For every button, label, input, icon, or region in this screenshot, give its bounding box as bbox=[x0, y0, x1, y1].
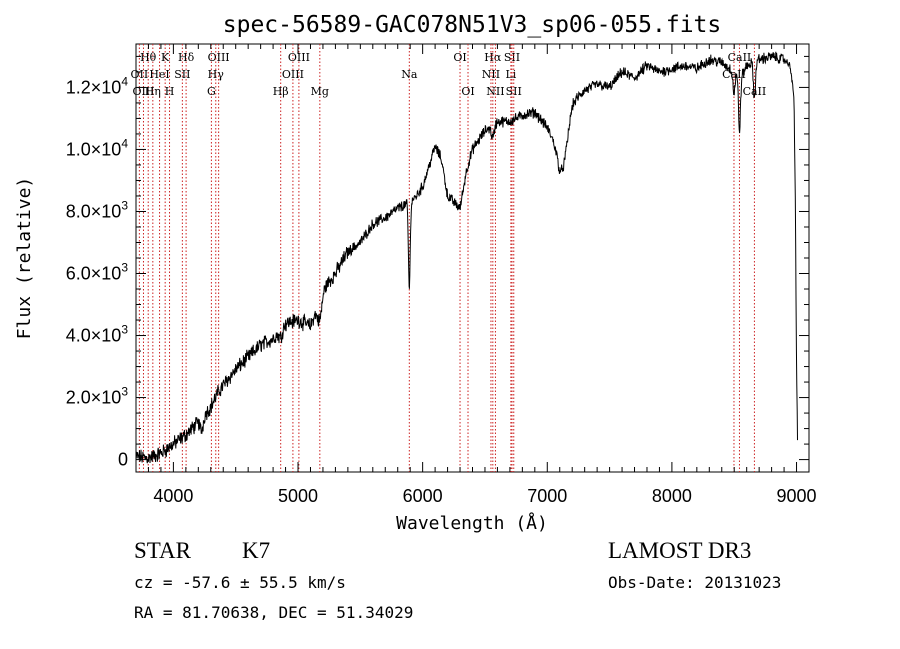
line-marker-label: CaII bbox=[722, 68, 746, 81]
x-axis-ticks: 4000 5000 6000 7000 8000 9000 bbox=[147, 44, 817, 506]
spectrum-line bbox=[135, 51, 798, 464]
line-marker-label: OIII bbox=[132, 85, 154, 98]
x-tick-label: 7000 bbox=[527, 486, 567, 506]
x-tick-label: 5000 bbox=[278, 486, 318, 506]
y-tick-label: 0 bbox=[118, 450, 128, 470]
object-type: STAR bbox=[134, 538, 191, 563]
line-marker-label: G bbox=[207, 85, 216, 98]
line-marker-label: Na bbox=[401, 68, 418, 81]
y-tick-label: 4.0×103 bbox=[66, 323, 129, 346]
line-marker-label: Hη bbox=[145, 85, 161, 98]
line-marker-label: OIII bbox=[282, 68, 304, 81]
line-marker-label: H bbox=[165, 85, 175, 98]
line-marker-label: SII bbox=[504, 51, 520, 64]
x-tick-label: 8000 bbox=[652, 486, 692, 506]
line-marker-label: OII bbox=[131, 68, 149, 81]
plot-frame bbox=[135, 43, 810, 473]
line-marker-label: Hβ bbox=[273, 85, 289, 98]
y-tick-label: 2.0×103 bbox=[66, 385, 129, 408]
line-marker-label: NII bbox=[486, 85, 504, 98]
x-tick-label: 4000 bbox=[153, 486, 193, 506]
y-tick-label: 8.0×103 bbox=[66, 198, 129, 221]
line-marker-label: Hα bbox=[484, 51, 502, 64]
line-markers: Hθ OII OIII K HeI Hη SII H Hδ OIII Hγ G Hβ OIII OIII Mg… bbox=[131, 44, 767, 472]
line-marker-label: OI bbox=[453, 51, 466, 64]
redshift-text: cz = -57.6 ± 55.5 km/s bbox=[134, 573, 346, 592]
spectrum-series bbox=[135, 51, 798, 464]
line-marker-label: CaII bbox=[743, 85, 767, 98]
y-axis-label: Flux (relative) bbox=[14, 177, 35, 340]
line-marker-label: CaII bbox=[728, 51, 752, 64]
line-marker-label: Hδ bbox=[178, 51, 195, 64]
line-marker-label: Hγ bbox=[208, 68, 225, 81]
line-marker-label: Li bbox=[505, 68, 516, 81]
y-tick-label: 1.0×104 bbox=[66, 136, 129, 159]
line-marker-label: NII bbox=[482, 68, 500, 81]
line-marker-label: OIII bbox=[288, 51, 310, 64]
line-marker-label: K bbox=[161, 51, 170, 64]
x-axis-label: Wavelength (Å) bbox=[396, 512, 548, 534]
obs-date-text: Obs-Date: 20131023 bbox=[608, 573, 782, 592]
line-marker-label: SII bbox=[174, 68, 190, 81]
x-tick-label: 9000 bbox=[777, 486, 817, 506]
line-marker-label: HeI bbox=[149, 68, 169, 81]
y-tick-label: 6.0×103 bbox=[66, 261, 129, 284]
coordinates-text: RA = 81.70638, DEC = 51.34029 bbox=[134, 603, 414, 622]
line-marker-label: SII bbox=[506, 85, 522, 98]
line-marker-label: OI bbox=[461, 85, 474, 98]
object-subclass: K7 bbox=[242, 538, 271, 563]
line-marker-label: OIII bbox=[208, 51, 230, 64]
chart-title: spec-56589-GAC078N51V3_sp06-055.fits bbox=[223, 12, 722, 38]
line-marker-label: Mg bbox=[311, 85, 329, 98]
survey-name: LAMOST DR3 bbox=[608, 538, 752, 563]
spectrum-chart: spec-56589-GAC078N51V3_sp06-055.fits Hθ O… bbox=[14, 12, 817, 534]
y-tick-label: 1.2×104 bbox=[66, 74, 129, 97]
y-axis-ticks: 0 2.0×103 4.0×103 6.0×103 8.0×103 1.0×104 1.2×… bbox=[66, 55, 809, 470]
line-marker-label: Hθ bbox=[140, 51, 157, 64]
x-tick-label: 6000 bbox=[403, 486, 443, 506]
